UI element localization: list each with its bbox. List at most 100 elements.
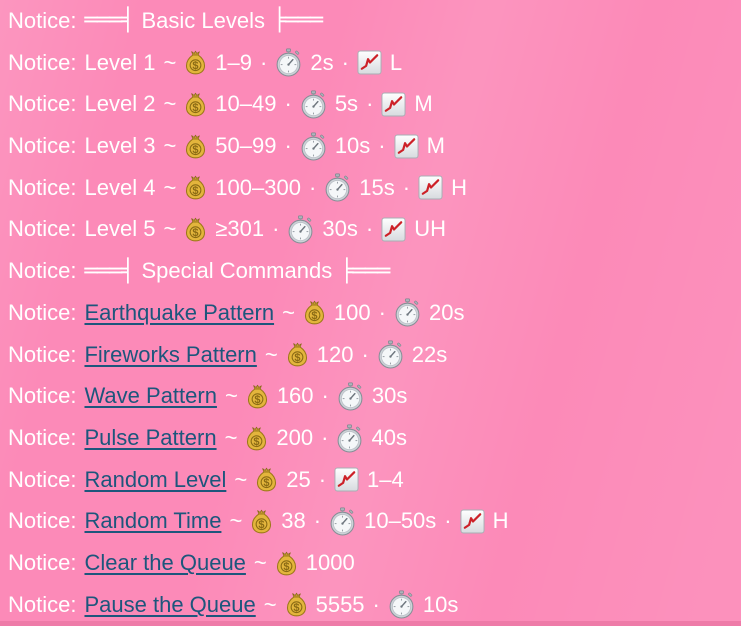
section-header-row: Notice: ═══╡ Basic Levels ╞═══	[0, 0, 741, 42]
notice-prefix: Notice:	[8, 7, 77, 33]
money-bag-icon	[287, 342, 307, 367]
stopwatch-icon	[338, 381, 363, 411]
reward-value: ≥301	[215, 216, 265, 242]
money-bag-icon	[186, 92, 206, 117]
notice-prefix: Notice:	[8, 550, 77, 576]
notice-prefix: Notice:	[8, 591, 77, 617]
reward-value: 160	[276, 383, 314, 409]
duration-value: 22s	[411, 341, 448, 367]
chart-increasing-icon	[418, 175, 444, 201]
money-bag-icon	[186, 134, 206, 158]
chart-increasing-icon	[459, 508, 485, 534]
stopwatch-icon	[276, 48, 301, 77]
tilde-separator: ~	[264, 341, 278, 367]
tilde-separator: ~	[253, 550, 267, 576]
duration-value: 30s	[371, 383, 408, 409]
money-bag-icon	[186, 50, 206, 75]
duration-value: 20s	[428, 299, 465, 325]
money-bag-icon	[286, 593, 306, 617]
command-row: Notice: Random Time ~ 38 · 10–50s · H	[0, 501, 741, 543]
intensity-value: H	[451, 174, 467, 200]
dot-separator: ·	[378, 133, 386, 159]
chart-increasing-icon	[393, 133, 419, 159]
level-row: Notice: Level 4 ~ 100–300 · 15s · H	[0, 167, 741, 209]
section-header-row: Notice: ═══╡ Special Commands ╞═══	[0, 250, 741, 292]
dot-separator: ·	[361, 341, 369, 367]
dot-separator: ·	[366, 91, 374, 117]
command-link-random-time[interactable]: Random Time	[84, 508, 222, 534]
command-link-fireworks-pattern[interactable]: Fireworks Pattern	[84, 341, 257, 367]
command-row: Notice: Clear the Queue ~ 1000	[0, 542, 741, 584]
duration-value: 30s	[322, 216, 358, 242]
reward-value: 25	[286, 466, 311, 492]
duration-value: 10s	[422, 591, 459, 617]
stopwatch-icon	[389, 590, 414, 620]
notice-prefix: Notice:	[8, 216, 77, 242]
header-divider-left: ═══╡	[84, 8, 134, 34]
duration-value: 10–50s	[364, 508, 437, 534]
chart-increasing-icon	[356, 50, 382, 76]
tilde-separator: ~	[163, 174, 177, 200]
next-row-edge	[0, 621, 741, 626]
reward-value: 120	[316, 341, 354, 367]
notice-prefix: Notice:	[8, 299, 77, 325]
notice-prefix: Notice:	[8, 383, 77, 409]
money-bag-icon	[186, 217, 206, 242]
header-divider-right: ╞═══	[340, 258, 390, 284]
dot-separator: ·	[321, 383, 329, 409]
level-label: Level 2	[84, 91, 156, 117]
level-row: Notice: Level 2 ~ 10–49 · 5s · M	[0, 83, 741, 125]
duration-value: 40s	[371, 425, 407, 451]
duration-value: 15s	[359, 174, 395, 200]
money-bag-icon	[276, 551, 296, 576]
level-label: Level 3	[84, 133, 156, 159]
tilde-separator: ~	[224, 425, 238, 451]
dot-separator: ·	[284, 91, 292, 117]
dot-separator: ·	[444, 508, 452, 534]
tilde-separator: ~	[234, 466, 248, 492]
command-link-earthquake-pattern[interactable]: Earthquake Pattern	[84, 299, 275, 325]
command-link-random-level[interactable]: Random Level	[84, 466, 227, 492]
chart-increasing-icon	[334, 467, 360, 493]
duration-value: 2s	[310, 49, 334, 75]
stopwatch-icon	[288, 215, 314, 244]
header-divider-left: ═══╡	[84, 258, 134, 284]
command-link-clear-the-queue[interactable]: Clear the Queue	[84, 550, 246, 576]
money-bag-icon	[247, 384, 267, 409]
dot-separator: ·	[308, 174, 317, 200]
tilde-separator: ~	[282, 299, 295, 325]
dot-separator: ·	[272, 216, 280, 242]
notice-prefix: Notice:	[8, 91, 77, 117]
dot-separator: ·	[321, 425, 329, 451]
reward-value: 100	[333, 299, 371, 325]
tilde-separator: ~	[163, 49, 177, 75]
stopwatch-icon	[378, 340, 403, 369]
header-divider-right: ╞═══	[272, 8, 323, 34]
notice-prefix: Notice:	[8, 508, 77, 534]
tilde-separator: ~	[163, 216, 177, 242]
stopwatch-icon	[395, 298, 420, 328]
money-bag-icon	[247, 426, 267, 450]
reward-value: 1000	[305, 550, 355, 576]
stopwatch-icon	[301, 131, 326, 161]
notice-prefix: Notice:	[8, 466, 77, 492]
reward-value: 5555	[315, 591, 365, 617]
command-row: Notice: Pulse Pattern ~ 200 · 40s	[0, 417, 741, 459]
notice-prefix: Notice:	[8, 258, 77, 284]
notice-prefix: Notice:	[8, 425, 77, 451]
intensity-value: L	[389, 49, 403, 75]
reward-value: 100–300	[215, 174, 301, 200]
notice-prefix: Notice:	[8, 341, 77, 367]
command-link-pause-the-queue[interactable]: Pause the Queue	[84, 591, 256, 617]
command-link-pulse-pattern[interactable]: Pulse Pattern	[84, 425, 217, 451]
intensity-value: 1–4	[367, 466, 404, 492]
stopwatch-icon	[337, 423, 363, 453]
tilde-separator: ~	[263, 591, 277, 617]
command-link-wave-pattern[interactable]: Wave Pattern	[84, 383, 217, 409]
section-title: Special Commands	[141, 258, 333, 284]
level-label: Level 1	[84, 49, 156, 75]
level-row: Notice: Level 3 ~ 50–99 · 10s · M	[0, 125, 741, 167]
section-title: Basic Levels	[141, 7, 265, 33]
stopwatch-icon	[330, 507, 355, 536]
